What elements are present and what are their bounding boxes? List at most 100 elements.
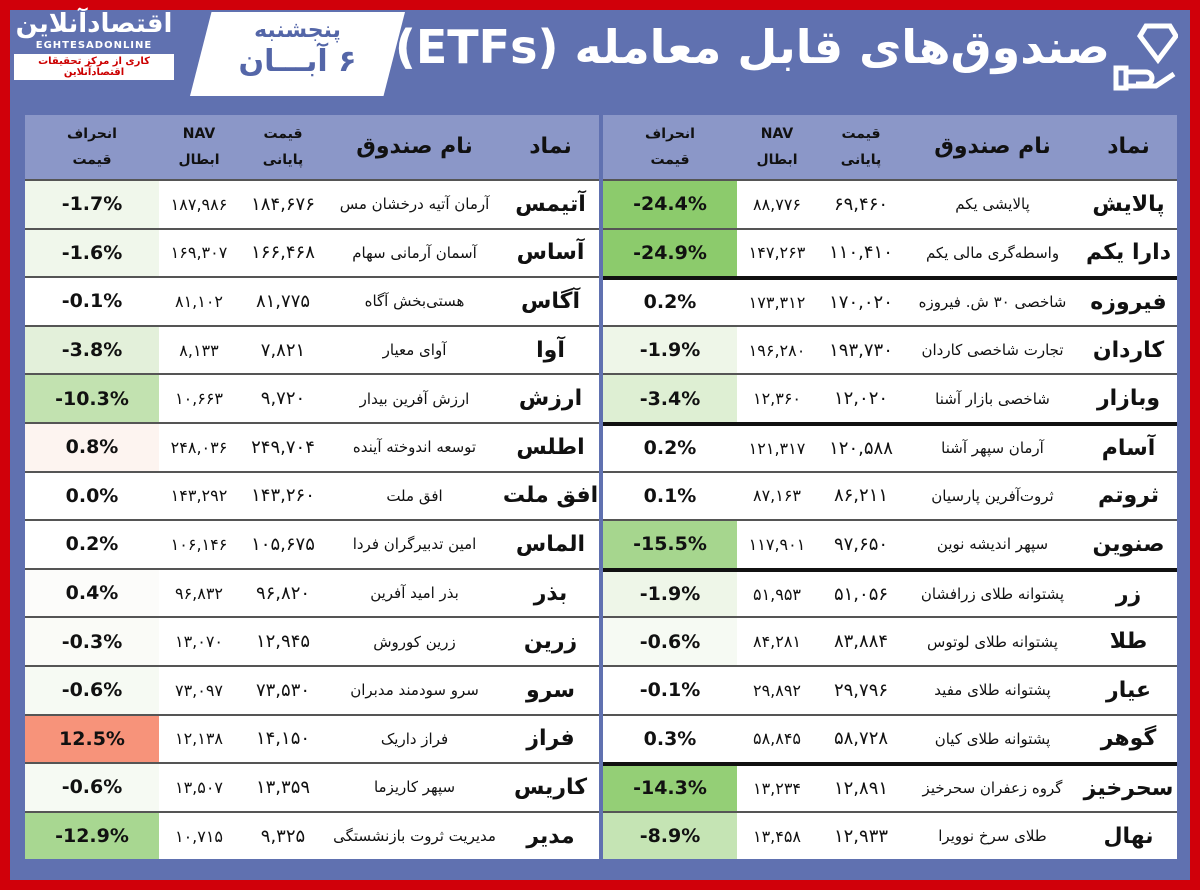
price-deviation: -0.1% — [603, 666, 737, 714]
fund-symbol: زرین — [523, 629, 578, 655]
nav-value: ۲۴۸,۰۳۶ — [170, 437, 228, 457]
table-row: دارا یکم واسطه‌گری مالی یکم ۱۱۰,۴۱۰ ۱۴۷,۲۶۳… — [603, 227, 1177, 277]
fund-symbol: بذر — [533, 580, 568, 606]
nav-value: ۱۲,۱۳۸ — [174, 729, 224, 749]
final-price: ۱۲,۹۴۵ — [255, 631, 311, 653]
fund-symbol: صنوین — [1092, 531, 1165, 557]
price-deviation: 0.0% — [25, 472, 159, 520]
table-row: ارزش ارزش آفرین بیدار ۹,۷۲۰ ۱۰,۶۶۳ -10.3% — [25, 373, 599, 422]
fund-name: سپهر کاریزما — [373, 778, 456, 797]
fund-symbol: گوهر — [1100, 726, 1157, 752]
fund-name: سرو سودمند مدبران — [350, 681, 479, 700]
header-name: نام صندوق — [356, 134, 473, 159]
price-deviation: -24.4% — [603, 181, 737, 228]
table-row: پالایش پالایشی یکم ۶۹,۴۶۰ ۸۸,۷۷۶ -24.4% — [603, 179, 1177, 228]
nav-value: ۲۹,۸۹۲ — [752, 680, 802, 700]
fund-symbol: زر — [1115, 581, 1142, 607]
table-row: گوهر پشتوانه طلای کیان ۵۸,۷۲۸ ۵۸,۸۴۵ 0.3% — [603, 713, 1177, 763]
fund-symbol: طلا — [1109, 629, 1148, 655]
logo-name: اقتصادآنلاین — [15, 9, 173, 39]
final-price: ۹,۳۲۵ — [260, 825, 306, 847]
fund-symbol: فراز — [526, 726, 575, 752]
fund-name: گروه زعفران سحرخیز — [922, 779, 1063, 798]
table-row: کاریس سپهر کاریزما ۱۳,۳۵۹ ۱۳,۵۰۷ -0.6% — [25, 762, 599, 811]
price-deviation: -0.6% — [25, 764, 159, 811]
nav-value: ۸۸,۷۷۶ — [752, 194, 802, 214]
fund-symbol: ثروتم — [1097, 483, 1160, 509]
final-price: ۱۲۰,۵۸۸ — [829, 437, 893, 459]
fund-symbol: ارزش — [518, 386, 583, 412]
price-deviation: 0.4% — [25, 569, 159, 617]
price-deviation: -1.6% — [25, 229, 159, 277]
fund-name: آرمان سپهر آشنا — [941, 439, 1044, 458]
final-price: ۵۸,۷۲۸ — [833, 728, 889, 750]
final-price: ۷۳,۵۳۰ — [255, 679, 311, 701]
table-row: آتیمس آرمان آتیه درخشان مس ۱۸۴,۶۷۶ ۱۸۷,۹۸۶-… — [25, 179, 599, 228]
nav-value: ۵۸,۸۴۵ — [752, 729, 802, 749]
price-deviation: -0.3% — [25, 618, 159, 665]
table-row: زر پشتوانه طلای زرافشان ۵۱,۰۵۶ ۵۱,۹۵۳ -1.9% — [603, 567, 1177, 617]
price-deviation: -3.4% — [603, 375, 737, 422]
table-row: سحرخیز گروه زعفران سحرخیز ۱۲,۸۹۱ ۱۳,۲۳۴ -14.… — [603, 762, 1177, 811]
fund-name: آرمان آتیه درخشان مس — [339, 195, 490, 214]
fund-name: فراز داریک — [380, 729, 449, 748]
fund-name: مدیریت ثروت بازنشستگی — [333, 827, 496, 846]
nav-value: ۱۳,۴۵۸ — [752, 826, 802, 846]
final-price: ۶۹,۴۶۰ — [833, 193, 889, 215]
fund-symbol: دارا یکم — [1086, 240, 1172, 266]
fund-name: ارزش آفرین بیدار — [359, 389, 470, 408]
nav-value: ۱۲,۳۶۰ — [752, 389, 802, 409]
nav-value: ۸۱,۱۰۲ — [174, 291, 224, 311]
header-deviation: انحراف قیمت — [645, 126, 695, 168]
fund-name: پشتوانه طلای کیان — [934, 729, 1051, 748]
left-table: نماد نام صندوق قیمت پایانی NAV ابطال انحراف قیم… — [25, 115, 599, 860]
final-price: ۱۰۵,۶۷۵ — [251, 533, 315, 555]
table-row: الماس امین تدبیرگران فردا ۱۰۵,۶۷۵ ۱۰۶,۱۴۶ 0.… — [25, 519, 599, 568]
date-badge: پنجشنبه ۶ آبـــان — [190, 12, 405, 96]
fund-symbol: آگاس — [521, 288, 580, 314]
nav-value: ۱۸۷,۹۸۶ — [170, 194, 228, 214]
final-price: ۹,۷۲۰ — [260, 388, 306, 410]
price-deviation: -0.6% — [25, 666, 159, 714]
price-deviation: 0.2% — [25, 521, 159, 568]
final-price: ۱۲,۸۹۱ — [833, 777, 889, 799]
fund-symbol: افق ملت — [502, 483, 599, 509]
price-deviation: 12.5% — [25, 715, 159, 763]
nav-value: ۷۳,۰۹۷ — [174, 680, 224, 700]
fund-symbol: فیروزه — [1090, 289, 1167, 315]
nav-value: ۱۴۷,۲۶۳ — [748, 243, 806, 263]
fund-symbol: آوا — [536, 337, 565, 363]
table-row: اطلس توسعه اندوخته آینده ۲۴۹,۷۰۴ ۲۴۸,۰۳۶ 0.8… — [25, 421, 599, 471]
fund-name: امین تدبیرگران فردا — [352, 535, 477, 554]
price-deviation: -14.3% — [603, 766, 737, 811]
fund-name: افق ملت — [386, 486, 443, 505]
final-price: ۹۷,۶۵۰ — [833, 533, 889, 555]
header-price: قیمت پایانی — [840, 126, 882, 168]
price-deviation: -8.9% — [603, 812, 737, 860]
fund-name: تجارت شاخصی کاردان — [921, 341, 1064, 360]
final-price: ۸۱,۷۷۵ — [255, 290, 311, 312]
table-header: نماد نام صندوق قیمت پایانی NAV ابطال انحراف قیم… — [25, 115, 599, 179]
logo-tagline: کاری از مرکز تحقیقات اقتصادآنلاین — [14, 54, 174, 80]
final-price: ۱۱۰,۴۱۰ — [829, 242, 893, 264]
table-row: بذر بذر امید آفرین ۹۶,۸۲۰ ۹۶,۸۳۲ 0.4% — [25, 567, 599, 617]
fund-symbol: مدیر — [526, 823, 575, 849]
nav-value: ۱۶۹,۳۰۷ — [170, 243, 228, 263]
table-row: عیار پشتوانه طلای مفید ۲۹,۷۹۶ ۲۹,۸۹۲ -0.1% — [603, 664, 1177, 714]
table-row: آگاس هستی‌بخش آگاه ۸۱,۷۷۵ ۸۱,۱۰۲ -0.1% — [25, 276, 599, 325]
fund-name: آسمان آرمانی سهام — [352, 243, 477, 262]
header-symbol: نماد — [529, 134, 572, 159]
table-row: نهال طلای سرخ نوویرا ۱۲,۹۳۳ ۱۳,۴۵۸ -8.9% — [603, 810, 1177, 860]
fund-name: طلای سرخ نوویرا — [938, 827, 1047, 846]
nav-value: ۱۱۷,۹۰۱ — [748, 534, 806, 554]
price-deviation: -24.9% — [603, 229, 737, 277]
fund-symbol: نهال — [1103, 823, 1154, 849]
table-row: وبازار شاخصی بازار آشنا ۱۲,۰۲۰ ۱۲,۳۶۰ -3.4% — [603, 373, 1177, 422]
price-deviation: -3.8% — [25, 326, 159, 374]
final-price: ۱۹۳,۷۳۰ — [829, 339, 893, 361]
table-row: آساس آسمان آرمانی سهام ۱۶۶,۴۶۸ ۱۶۹,۳۰۷ -1.6% — [25, 227, 599, 277]
final-price: ۱۶۶,۴۶۸ — [251, 242, 315, 264]
table-row: زرین زرین کوروش ۱۲,۹۴۵ ۱۳,۰۷۰ -0.3% — [25, 616, 599, 665]
fund-name: هستی‌بخش آگاه — [364, 292, 465, 311]
final-price: ۸۳,۸۸۴ — [833, 631, 889, 653]
